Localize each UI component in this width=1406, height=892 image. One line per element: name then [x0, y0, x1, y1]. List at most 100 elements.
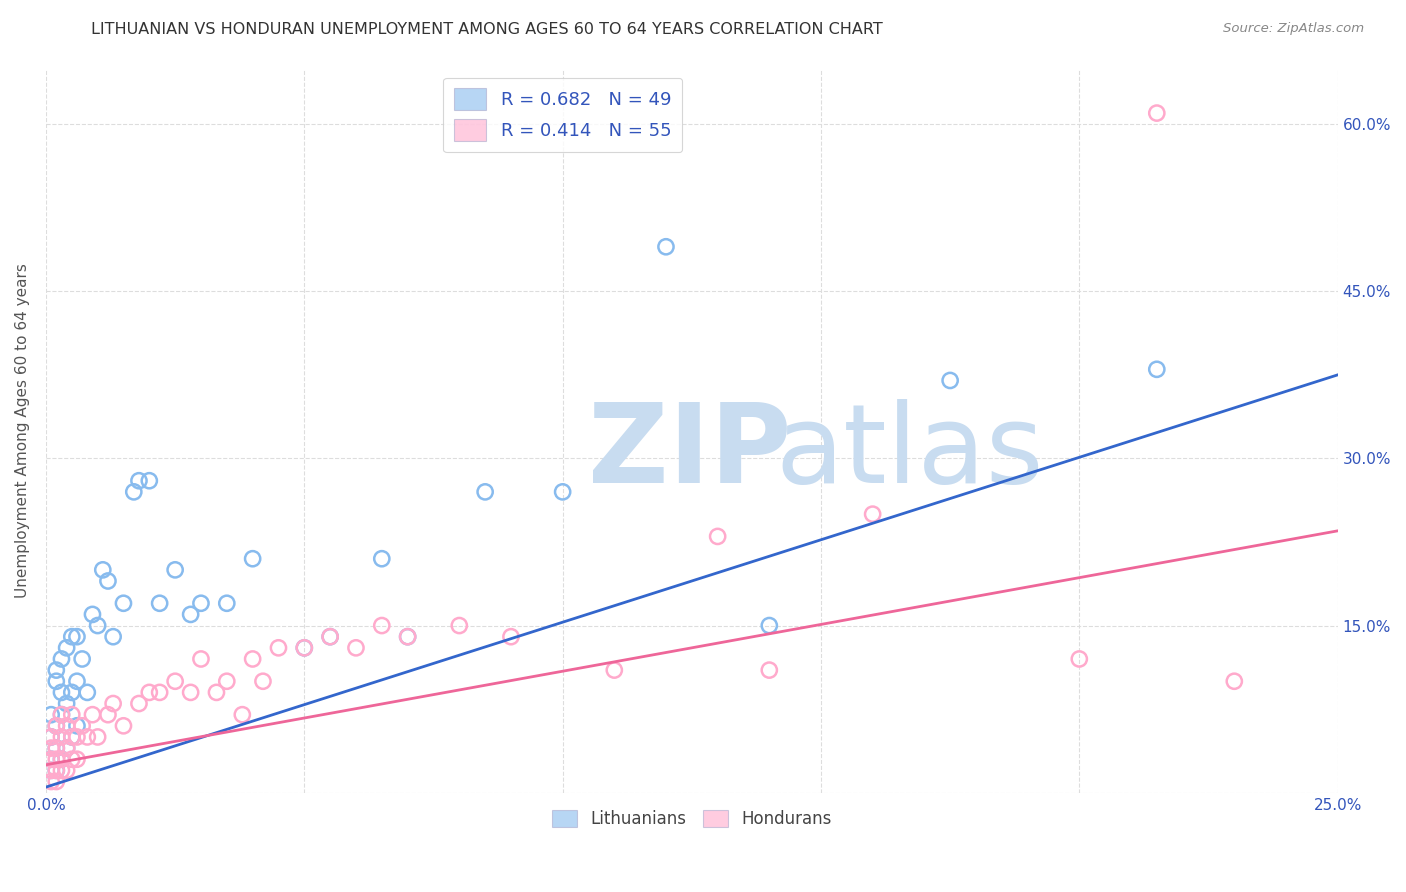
Point	[45, 719, 67, 733]
Point	[551, 484, 574, 499]
Point	[319, 630, 342, 644]
Point	[51, 652, 73, 666]
Point	[82, 607, 104, 622]
Point	[70, 719, 93, 733]
Point	[1069, 652, 1091, 666]
Point	[60, 707, 83, 722]
Point	[60, 730, 83, 744]
Point	[82, 707, 104, 722]
Point	[60, 630, 83, 644]
Point	[292, 640, 315, 655]
Point	[45, 774, 67, 789]
Point	[205, 685, 228, 699]
Point	[252, 674, 274, 689]
Point	[499, 630, 522, 644]
Point	[180, 607, 202, 622]
Point	[1223, 674, 1246, 689]
Point	[862, 507, 884, 521]
Point	[149, 685, 172, 699]
Point	[55, 741, 77, 756]
Point	[66, 730, 89, 744]
Point	[1146, 106, 1168, 120]
Point	[215, 596, 238, 610]
Point	[101, 697, 124, 711]
Text: atlas: atlas	[776, 399, 1045, 506]
Point	[939, 374, 962, 388]
Point	[45, 741, 67, 756]
Point	[39, 764, 62, 778]
Point	[39, 707, 62, 722]
Point	[45, 764, 67, 778]
Point	[165, 563, 187, 577]
Point	[138, 474, 160, 488]
Point	[242, 551, 264, 566]
Point	[371, 618, 394, 632]
Point	[97, 707, 120, 722]
Point	[55, 697, 77, 711]
Point	[449, 618, 471, 632]
Point	[55, 741, 77, 756]
Point	[39, 752, 62, 766]
Point	[112, 719, 135, 733]
Point	[51, 752, 73, 766]
Point	[66, 674, 89, 689]
Y-axis label: Unemployment Among Ages 60 to 64 years: Unemployment Among Ages 60 to 64 years	[15, 263, 30, 598]
Point	[267, 640, 290, 655]
Point	[190, 652, 212, 666]
Point	[242, 652, 264, 666]
Legend: Lithuanians, Hondurans: Lithuanians, Hondurans	[546, 804, 838, 835]
Point	[101, 630, 124, 644]
Point	[66, 719, 89, 733]
Point	[60, 730, 83, 744]
Point	[190, 596, 212, 610]
Point	[45, 663, 67, 677]
Point	[149, 596, 172, 610]
Point	[51, 707, 73, 722]
Text: ZIP: ZIP	[589, 399, 792, 506]
Point	[122, 484, 145, 499]
Point	[55, 640, 77, 655]
Point	[45, 719, 67, 733]
Text: Source: ZipAtlas.com: Source: ZipAtlas.com	[1223, 22, 1364, 36]
Point	[706, 529, 728, 543]
Point	[344, 640, 367, 655]
Point	[55, 719, 77, 733]
Point	[86, 618, 108, 632]
Point	[51, 685, 73, 699]
Point	[66, 752, 89, 766]
Point	[55, 764, 77, 778]
Point	[76, 685, 98, 699]
Point	[292, 640, 315, 655]
Point	[39, 752, 62, 766]
Point	[112, 596, 135, 610]
Point	[45, 674, 67, 689]
Point	[51, 764, 73, 778]
Point	[474, 484, 496, 499]
Point	[45, 752, 67, 766]
Point	[45, 764, 67, 778]
Point	[180, 685, 202, 699]
Point	[655, 240, 678, 254]
Point	[758, 618, 780, 632]
Point	[39, 730, 62, 744]
Point	[97, 574, 120, 588]
Point	[51, 752, 73, 766]
Point	[39, 730, 62, 744]
Point	[76, 730, 98, 744]
Text: LITHUANIAN VS HONDURAN UNEMPLOYMENT AMONG AGES 60 TO 64 YEARS CORRELATION CHART: LITHUANIAN VS HONDURAN UNEMPLOYMENT AMON…	[91, 22, 883, 37]
Point	[319, 630, 342, 644]
Point	[39, 741, 62, 756]
Point	[758, 663, 780, 677]
Point	[45, 741, 67, 756]
Point	[396, 630, 419, 644]
Point	[70, 652, 93, 666]
Point	[371, 551, 394, 566]
Point	[396, 630, 419, 644]
Point	[60, 752, 83, 766]
Point	[86, 730, 108, 744]
Point	[128, 697, 150, 711]
Point	[1146, 362, 1168, 376]
Point	[51, 707, 73, 722]
Point	[215, 674, 238, 689]
Point	[91, 563, 114, 577]
